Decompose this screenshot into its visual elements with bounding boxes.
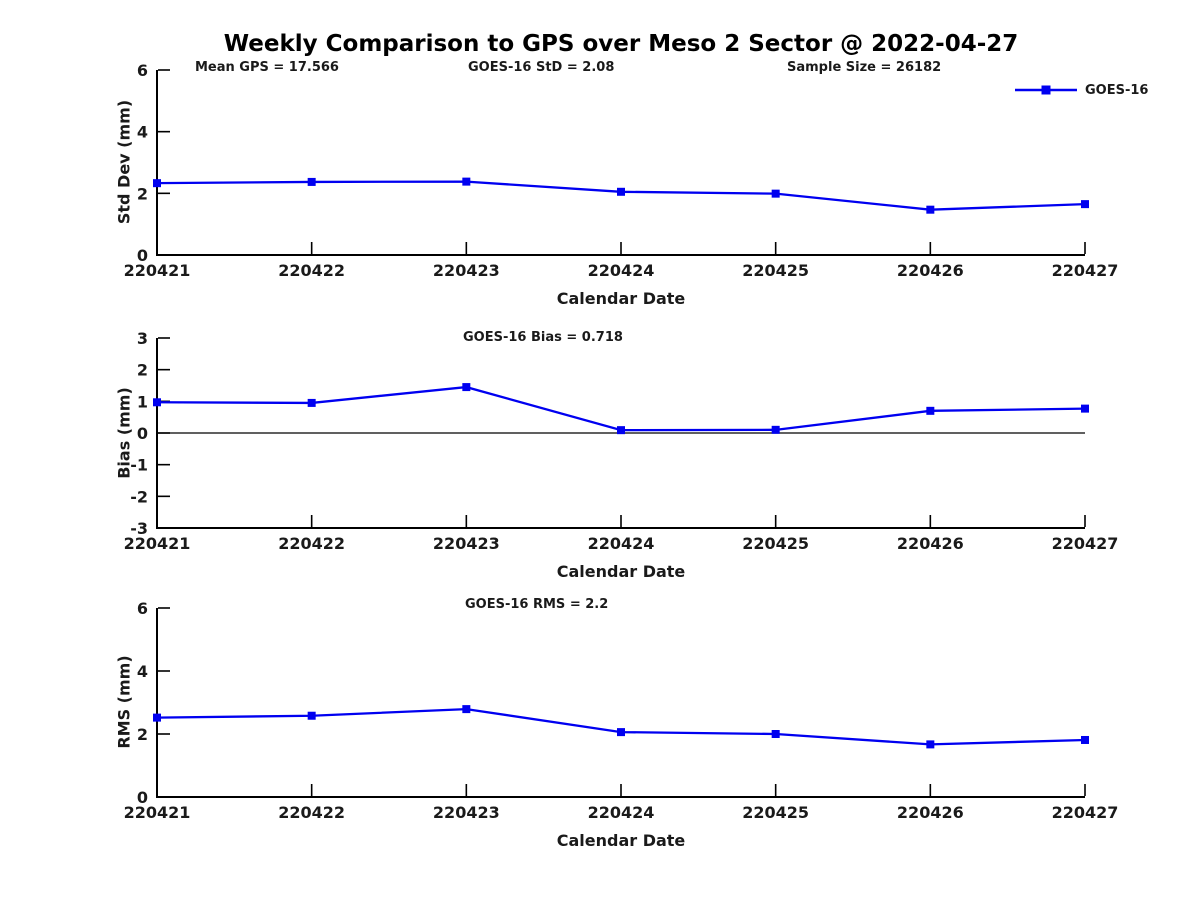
x-tick-label: 220422: [278, 534, 345, 553]
y-tick-label: 2: [137, 361, 148, 380]
x-tick-label: 220427: [1052, 534, 1119, 553]
x-tick-label: 220423: [433, 261, 500, 280]
data-point-220423: [462, 705, 471, 714]
x-tick-label: 220421: [124, 803, 191, 822]
legend: GOES-16: [1014, 82, 1148, 98]
subplot-1: -3 -2 -1 0 1 2 3 220421 220422 220423 220424 220425…: [124, 329, 1119, 553]
data-point-220426: [926, 740, 935, 749]
annotation-sample-size: Sample Size = 26182: [787, 60, 942, 75]
y-tick-label: 0: [137, 424, 148, 443]
x-tick-label: 220422: [278, 803, 345, 822]
legend-line-sample-icon: [1015, 85, 1077, 95]
x-tick-label: 220427: [1052, 803, 1119, 822]
y-tick-label: 0: [137, 788, 148, 807]
series-line-goes-16: [156, 385, 1086, 432]
data-point-220425: [771, 189, 780, 198]
data-point-220425: [771, 730, 780, 738]
y-tick-label: 2: [137, 725, 148, 744]
x-axis-label-bias: Calendar Date: [556, 562, 686, 581]
y-tick-label: -2: [130, 487, 148, 506]
x-tick-label: 220425: [742, 803, 809, 822]
data-point-220421: [153, 713, 161, 722]
y-tick-label: 0: [137, 246, 148, 265]
x-tick-label: 220423: [433, 803, 500, 822]
x-tick-label: 220426: [897, 534, 964, 553]
data-point-220424: [617, 426, 625, 435]
x-axis-label-stddev: Calendar Date: [556, 289, 686, 308]
data-point-220422: [307, 711, 316, 720]
x-tick-label: 220421: [124, 534, 191, 553]
data-point-220427: [1081, 200, 1089, 209]
x-tick-label: 220423: [433, 534, 500, 553]
data-point-220427: [1081, 735, 1089, 744]
x-tick-label: 220427: [1052, 261, 1119, 280]
legend-label: GOES-16: [1085, 82, 1149, 98]
x-tick-label: 220422: [278, 261, 345, 280]
y-tick-label: 4: [137, 123, 148, 142]
y-tick-label: 3: [137, 329, 148, 348]
subplot-0: 0 2 4 6 220421 220422 220423 220424 220425 220426…: [124, 61, 1119, 280]
data-point-220426: [926, 205, 935, 214]
y-tick-label: 6: [137, 61, 148, 80]
x-tick-label: 220426: [897, 803, 964, 822]
x-tick-label: 220424: [588, 534, 655, 553]
y-tick-label: 6: [137, 599, 148, 618]
axes-spines: [156, 608, 1085, 798]
data-point-220426: [926, 406, 935, 415]
x-tick-label: 220426: [897, 261, 964, 280]
data-point-220422: [307, 398, 316, 407]
series-line-goes-16: [156, 707, 1086, 746]
x-axis-label-rms: Calendar Date: [556, 831, 686, 850]
data-point-220425: [771, 425, 780, 434]
data-point-220424: [617, 187, 625, 196]
subplot-title-rms: GOES-16 RMS = 2.2: [465, 597, 609, 612]
data-point-220427: [1081, 404, 1089, 413]
data-point-220421: [153, 179, 161, 188]
subplot-title-bias: GOES-16 Bias = 0.718: [463, 330, 623, 345]
data-point-220422: [307, 177, 316, 186]
y-tick-label: 4: [137, 662, 148, 681]
annotation-goes16-std: GOES-16 StD = 2.08: [468, 60, 615, 75]
y-tick-label: -1: [130, 456, 148, 475]
data-point-220424: [617, 728, 625, 737]
x-tick-label: 220425: [742, 534, 809, 553]
axes-spines: [156, 70, 1085, 256]
subplot-2: 0 2 4 6 220421 220422 220423 220424 220425 220426…: [124, 599, 1119, 822]
y-tick-label: 1: [137, 392, 148, 411]
y-tick-label: 2: [137, 184, 148, 203]
x-tick-label: 220425: [742, 261, 809, 280]
data-point-220423: [462, 177, 471, 186]
annotation-mean-gps: Mean GPS = 17.566: [195, 60, 339, 75]
figure-title: Weekly Comparison to GPS over Meso 2 Sec…: [223, 31, 1019, 57]
x-tick-label: 220424: [588, 803, 655, 822]
data-point-220423: [462, 383, 471, 392]
y-tick-label: -3: [130, 519, 148, 538]
data-point-220421: [153, 398, 161, 407]
x-tick-label: 220424: [588, 261, 655, 280]
x-tick-label: 220421: [124, 261, 191, 280]
